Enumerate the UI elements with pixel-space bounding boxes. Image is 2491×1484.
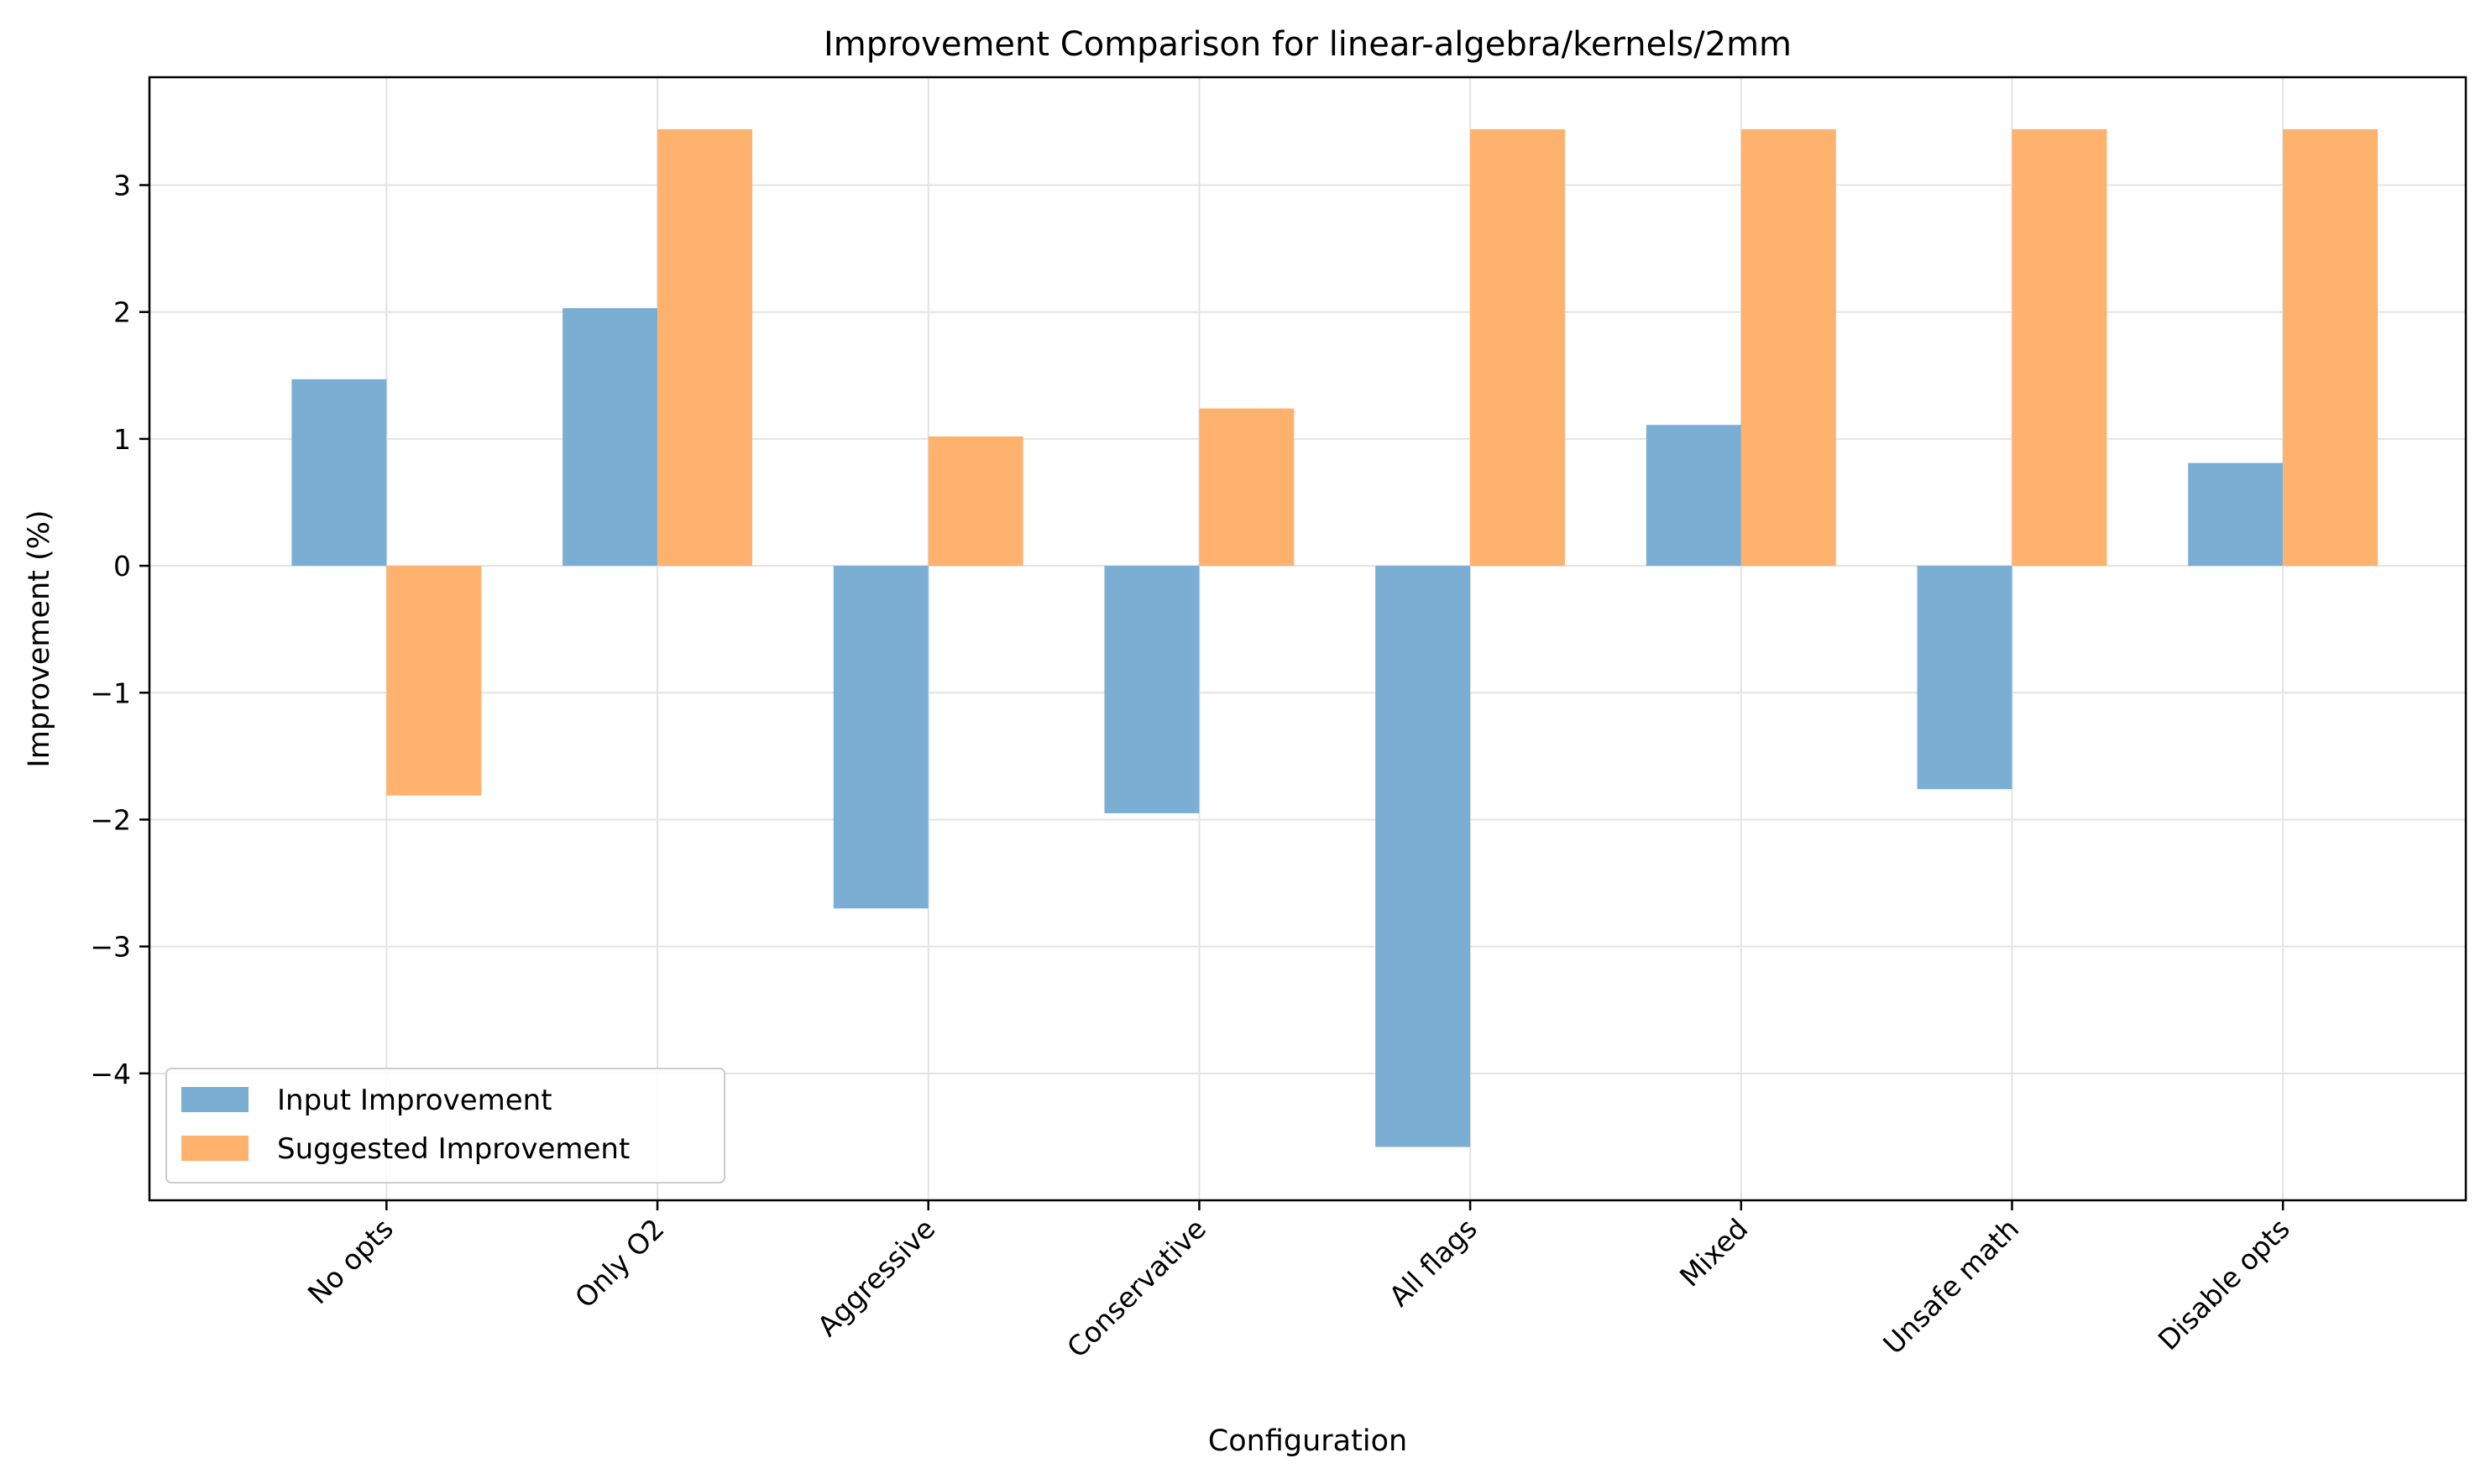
y-axis-label: Improvement (%) [23, 509, 56, 767]
bar-input-5 [1646, 425, 1741, 567]
legend-swatch-suggested [181, 1136, 249, 1161]
bar-suggested-0 [386, 566, 482, 796]
bar-input-1 [563, 308, 658, 567]
y-tick-label-5: 1 [113, 423, 131, 456]
y-axis-ticks: −4 −3 −2 −1 0 1 2 3 [90, 170, 149, 1090]
bar-input-6 [1917, 566, 2012, 790]
y-tick-label-7: 3 [113, 170, 131, 202]
bar-input-2 [833, 566, 929, 909]
y-tick-label-0: −4 [90, 1058, 131, 1090]
bar-suggested-4 [1470, 128, 1566, 567]
bar-suggested-3 [1199, 408, 1295, 567]
bar-suggested-5 [1740, 128, 1836, 567]
bar-input-3 [1104, 566, 1200, 813]
bar-input-0 [291, 379, 387, 567]
y-tick-label-1: −3 [90, 931, 131, 964]
y-tick-label-4: 0 [113, 550, 131, 583]
bars [291, 128, 2378, 1147]
x-axis-label: Configuration [1208, 1424, 1407, 1458]
bar-input-4 [1375, 566, 1471, 1147]
legend-swatch-input [181, 1087, 249, 1112]
bar-suggested-6 [2012, 128, 2107, 567]
bar-suggested-7 [2283, 128, 2378, 567]
bar-input-7 [2188, 462, 2284, 567]
legend: Input Improvement Suggested Improvement [165, 1068, 725, 1184]
bar-suggested-2 [928, 436, 1023, 567]
y-tick-label-3: −1 [90, 677, 131, 709]
bar-suggested-1 [657, 128, 752, 567]
plot-frame [148, 76, 2467, 1202]
y-tick-label-2: −2 [90, 803, 131, 836]
legend-label-input: Input Improvement [277, 1084, 552, 1117]
legend-box [165, 1068, 725, 1184]
legend-label-suggested: Suggested Improvement [277, 1132, 630, 1166]
y-tick-label-6: 2 [113, 296, 131, 329]
chart-title: Improvement Comparison for linear-algebr… [824, 25, 1792, 64]
